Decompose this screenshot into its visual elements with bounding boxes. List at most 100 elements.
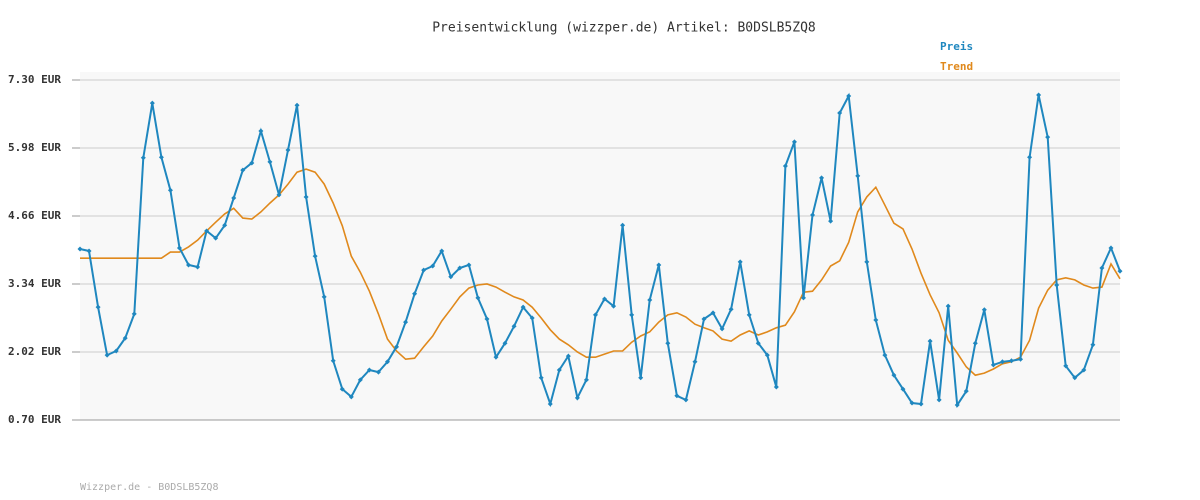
point	[538, 375, 544, 381]
point	[828, 218, 834, 224]
point	[95, 304, 101, 310]
point	[176, 245, 182, 251]
point	[1063, 363, 1069, 369]
point	[837, 110, 843, 116]
point	[222, 222, 228, 228]
point	[511, 323, 517, 329]
point	[339, 386, 345, 392]
point	[394, 344, 400, 350]
point	[276, 192, 282, 198]
point	[240, 167, 246, 173]
point	[900, 386, 906, 392]
point	[782, 163, 788, 169]
legend-label: Preis	[940, 40, 973, 53]
point	[565, 353, 571, 359]
point	[1036, 92, 1042, 98]
point	[195, 264, 201, 270]
point	[186, 262, 192, 268]
point	[665, 340, 671, 346]
point	[819, 175, 825, 181]
point	[167, 187, 173, 193]
point	[954, 402, 960, 408]
point	[321, 294, 327, 300]
point	[204, 228, 210, 234]
plot-area	[80, 72, 1120, 420]
point	[330, 358, 336, 364]
point	[484, 316, 490, 322]
point	[412, 291, 418, 297]
point	[520, 304, 526, 310]
point	[457, 265, 463, 271]
point	[122, 335, 128, 341]
point	[1108, 245, 1114, 251]
point	[746, 312, 752, 318]
y-tick-label: 3.34 EUR	[8, 277, 61, 290]
point	[348, 394, 354, 400]
point	[1045, 134, 1051, 140]
point	[846, 93, 852, 99]
point	[131, 311, 137, 317]
point	[936, 397, 942, 403]
point	[294, 102, 300, 108]
point	[800, 295, 806, 301]
point	[647, 297, 653, 303]
point	[990, 362, 996, 368]
point	[1008, 358, 1014, 364]
point	[86, 248, 92, 254]
series-line	[79, 92, 1121, 409]
point	[683, 397, 689, 403]
point	[773, 384, 779, 390]
point	[556, 367, 562, 373]
point	[1099, 265, 1105, 271]
point	[719, 326, 725, 332]
point	[285, 147, 291, 153]
point	[918, 401, 924, 407]
point	[267, 159, 273, 165]
point	[963, 388, 969, 394]
point	[764, 352, 770, 358]
point	[448, 274, 454, 280]
point	[972, 340, 978, 346]
point	[421, 267, 427, 273]
point	[466, 262, 472, 268]
point	[113, 348, 119, 354]
point	[366, 367, 372, 373]
point	[981, 307, 987, 313]
point	[493, 354, 499, 360]
point	[1054, 282, 1060, 288]
y-tick-label: 4.66 EUR	[8, 209, 61, 222]
point	[312, 253, 318, 259]
point	[737, 259, 743, 265]
point	[140, 155, 146, 161]
point	[1027, 154, 1033, 160]
point	[547, 401, 553, 407]
chart-title: Preisentwicklung (wizzper.de) Artikel: B…	[432, 21, 816, 36]
point	[583, 377, 589, 383]
point	[439, 248, 445, 254]
point	[701, 316, 707, 322]
point	[475, 295, 481, 301]
point	[529, 315, 535, 321]
point	[502, 340, 508, 346]
y-tick-label: 5.98 EUR	[8, 141, 61, 154]
point	[1081, 367, 1087, 373]
point	[674, 393, 680, 399]
point	[1018, 356, 1024, 362]
point	[213, 235, 219, 241]
point	[656, 262, 662, 268]
point	[909, 400, 915, 406]
point	[945, 303, 951, 309]
point	[602, 296, 608, 302]
point	[791, 139, 797, 145]
point	[710, 310, 716, 316]
legend-label: Trend	[940, 60, 973, 73]
point	[999, 359, 1005, 365]
point	[430, 263, 436, 269]
point	[357, 377, 363, 383]
point	[692, 359, 698, 365]
point	[728, 306, 734, 312]
y-tick-label: 7.30 EUR	[8, 73, 61, 86]
point	[592, 312, 598, 318]
point	[158, 154, 164, 160]
series-line	[80, 168, 1121, 377]
